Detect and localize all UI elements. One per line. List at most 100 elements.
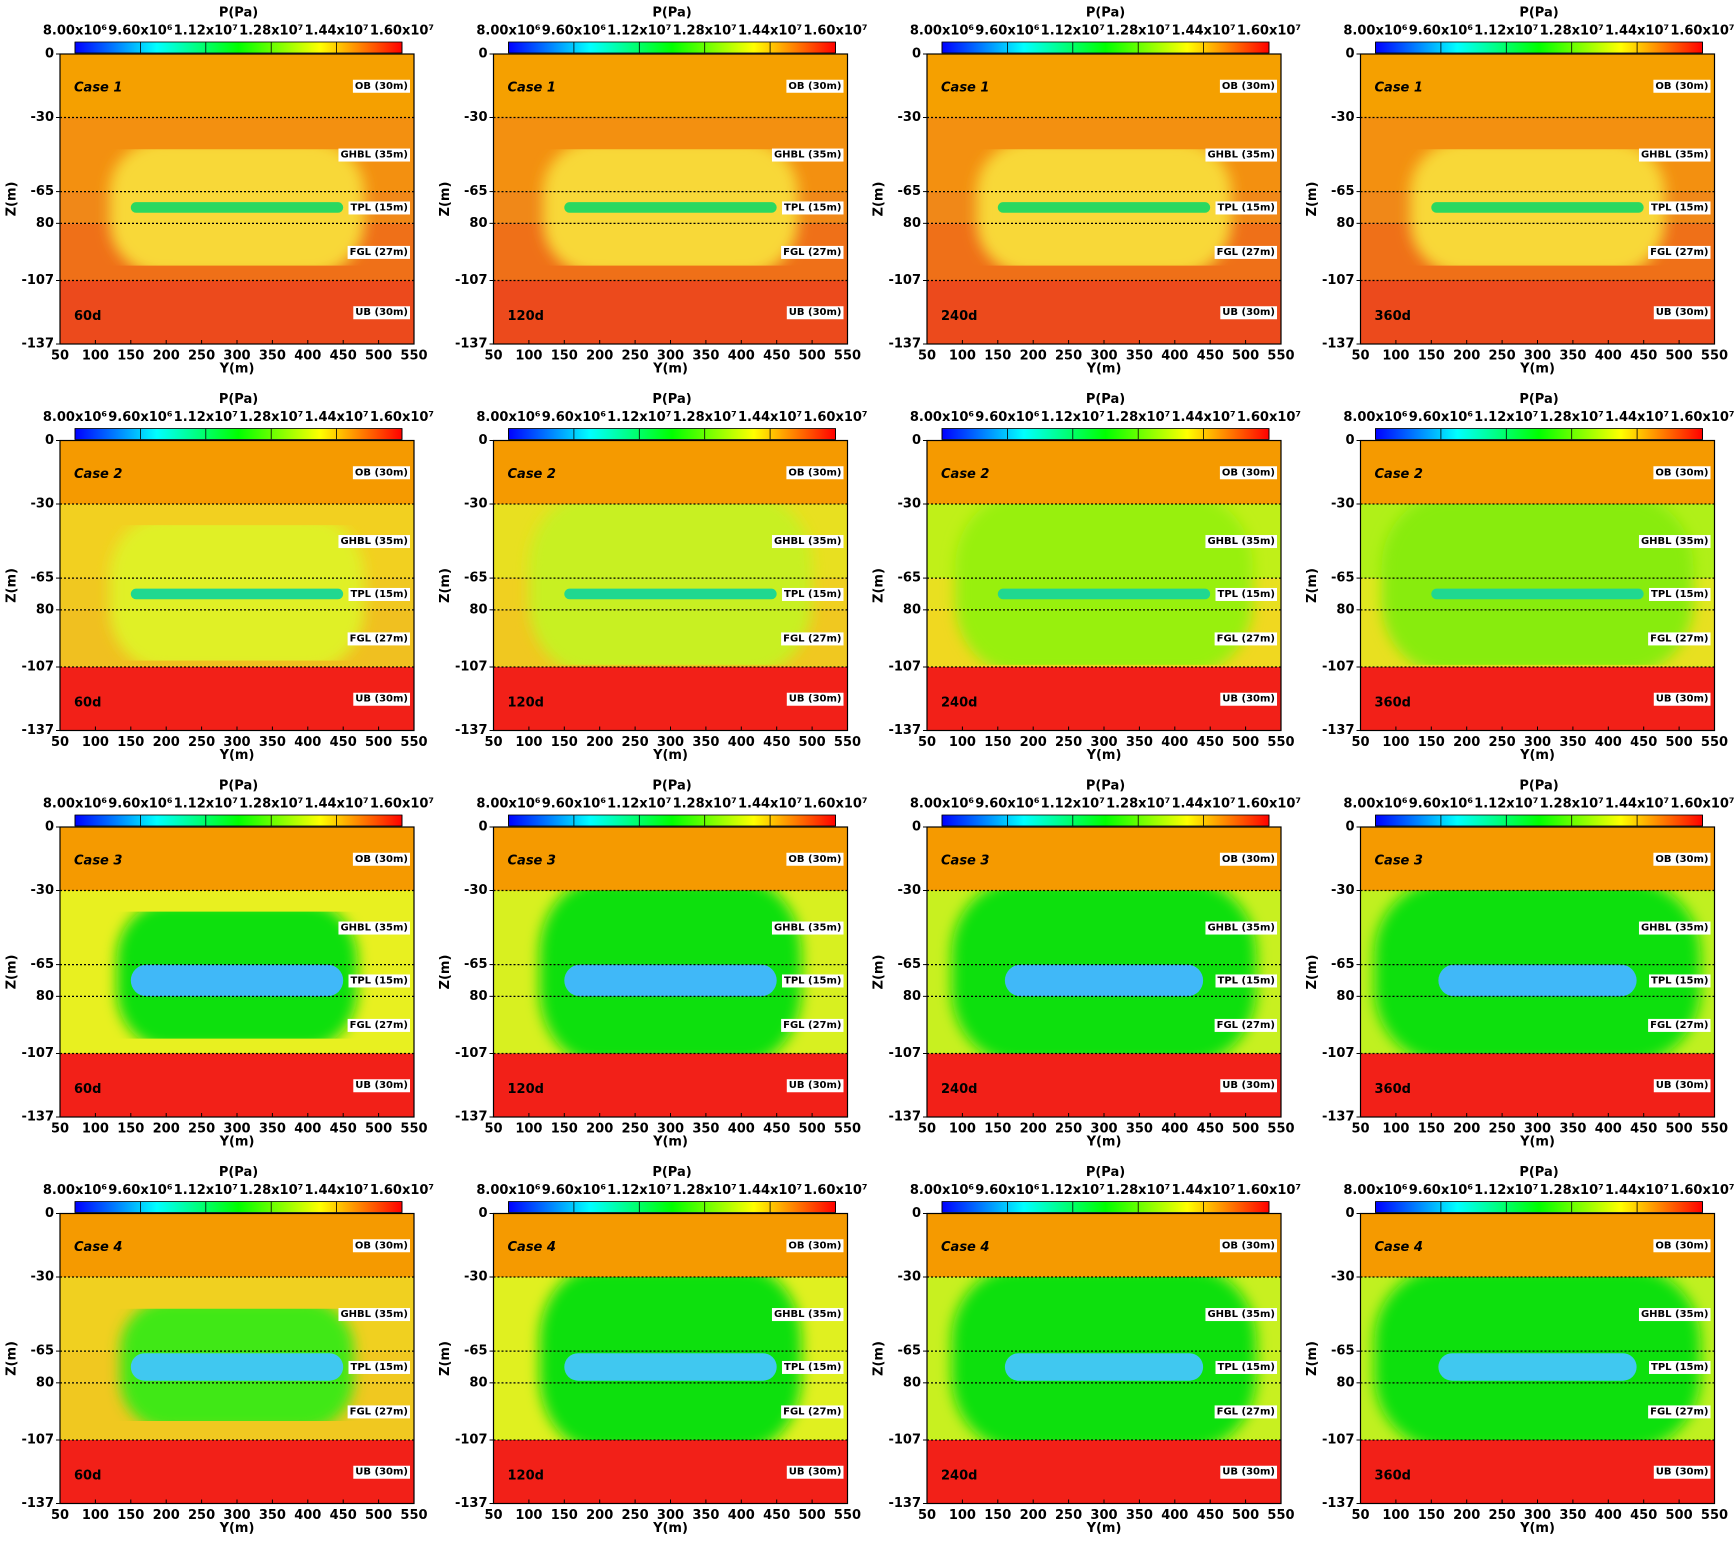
- layer-label: FGL (27m): [783, 1406, 841, 1417]
- y-tick-label: -65: [1331, 184, 1355, 199]
- layer-label: FGL (27m): [1217, 1020, 1275, 1031]
- x-tick-label: 450: [1630, 735, 1657, 750]
- layer-label-box: [1653, 1465, 1711, 1479]
- time-label: 240d: [941, 695, 977, 710]
- y-tick-label: 0: [912, 820, 921, 835]
- colorbar: [1375, 1201, 1703, 1213]
- panel: OB (30m) GHBL (35m) TPL (15m) FGL (27m) UB (…: [872, 1165, 1302, 1536]
- y-tick-label: -65: [464, 184, 488, 199]
- colorbar: [508, 41, 836, 54]
- x-tick-label: 150: [551, 1122, 578, 1137]
- x-tick-label: 450: [1197, 349, 1224, 364]
- layer-label-box: [348, 974, 410, 988]
- x-axis-label: Y(m): [1086, 362, 1122, 377]
- layer-label: TPL (15m): [784, 975, 841, 986]
- x-tick-label: 300: [1090, 735, 1117, 750]
- colorbar-tick-label: 1.12x10⁷: [174, 410, 238, 425]
- colorbar-tick-label: 8.00x10⁶: [1343, 1183, 1408, 1198]
- layer-label: FGL (27m): [1217, 1406, 1275, 1417]
- y-axis-label: Z(m): [872, 955, 887, 990]
- layer-label: FGL (27m): [350, 1406, 408, 1417]
- x-tick-label: 450: [763, 1508, 790, 1523]
- y-tick-label: 80: [469, 989, 487, 1004]
- layer-label-box: [353, 306, 410, 320]
- y-tick-label: -137: [1322, 337, 1355, 352]
- layer-label-box: [786, 306, 844, 320]
- colorbar-title: P(Pa): [219, 779, 258, 794]
- x-tick-label: 250: [1489, 1122, 1516, 1137]
- colorbar-title: P(Pa): [1086, 779, 1125, 794]
- y-tick-label: -107: [455, 659, 488, 674]
- y-tick-label: -65: [464, 957, 488, 972]
- layer-label: FGL (27m): [350, 633, 408, 644]
- x-tick-label: 350: [692, 1508, 719, 1523]
- x-tick-label: 150: [551, 1508, 578, 1523]
- layer-label-box: [1214, 1018, 1277, 1032]
- colorbar-tick-label: 9.60x10⁶: [1409, 797, 1474, 812]
- y-axis-label: Z(m): [1305, 1341, 1320, 1376]
- x-tick-label: 350: [259, 735, 286, 750]
- colorbar-tick-label: 1.28x10⁷: [1106, 797, 1170, 812]
- panel: OB (30m) GHBL (35m) TPL (15m) FGL (27m) UB (…: [5, 1165, 435, 1536]
- x-tick-label: 400: [1595, 735, 1622, 750]
- layer-label-box: [348, 587, 410, 601]
- colorbar-tick-label: 9.60x10⁶: [1409, 410, 1474, 425]
- x-tick-label: 200: [1453, 349, 1480, 364]
- y-tick-label: 80: [36, 216, 54, 231]
- layer-label: GHBL (35m): [1207, 150, 1275, 161]
- x-tick-label: 550: [1267, 1122, 1294, 1137]
- x-tick-label: 200: [1020, 1508, 1047, 1523]
- layer-label-box: [786, 1079, 844, 1093]
- colorbar-tick-label: 8.00x10⁶: [910, 410, 975, 425]
- x-tick-label: 150: [1418, 1508, 1445, 1523]
- colorbar-tick-label: 1.44x10⁷: [738, 797, 802, 812]
- layer-label: FGL (27m): [1650, 1020, 1708, 1031]
- y-tick-label: -30: [898, 1270, 922, 1285]
- colorbar-tick-label: 1.60x10⁷: [1670, 24, 1734, 39]
- layer-label: UB (30m): [1656, 1467, 1709, 1478]
- y-tick-label: 80: [1336, 989, 1354, 1004]
- y-tick-label: 80: [469, 216, 487, 231]
- colorbar-tick-label: 9.60x10⁶: [108, 410, 173, 425]
- colorbar-tick-label: 1.60x10⁷: [803, 797, 867, 812]
- layer-label: GHBL (35m): [1207, 923, 1275, 934]
- x-tick-label: 450: [763, 1122, 790, 1137]
- y-tick-label: -30: [31, 497, 55, 512]
- y-tick-label: 80: [36, 602, 54, 617]
- colorbar-tick-label: 8.00x10⁶: [476, 410, 541, 425]
- colorbar-tick-label: 1.28x10⁷: [673, 24, 737, 39]
- x-tick-label: 550: [1267, 1508, 1294, 1523]
- x-axis-label: Y(m): [1086, 1521, 1122, 1536]
- well: [1004, 964, 1204, 997]
- layer-label: FGL (27m): [1217, 247, 1275, 258]
- x-tick-label: 150: [1418, 349, 1445, 364]
- layer-label: GHBL (35m): [774, 536, 842, 547]
- colorbar-tick-label: 9.60x10⁶: [542, 1183, 607, 1198]
- x-tick-label: 100: [515, 1508, 542, 1523]
- layer-label-box: [1205, 921, 1277, 935]
- x-tick-label: 450: [1197, 735, 1224, 750]
- layer-label-box: [338, 1308, 410, 1322]
- case-label: Case 1: [941, 80, 989, 95]
- x-tick-label: 200: [1453, 1122, 1480, 1137]
- y-tick-label: -137: [455, 1496, 488, 1511]
- x-tick-label: 50: [918, 1122, 936, 1137]
- colorbar-tick-label: 8.00x10⁶: [1343, 24, 1408, 39]
- x-tick-label: 50: [484, 735, 502, 750]
- x-tick-label: 250: [188, 1508, 215, 1523]
- y-axis-label: Z(m): [872, 182, 887, 217]
- x-tick-label: 400: [728, 349, 755, 364]
- time-label: 360d: [1375, 1468, 1411, 1483]
- well: [564, 964, 777, 997]
- x-axis-label: Y(m): [1086, 1135, 1122, 1150]
- x-tick-label: 500: [1232, 735, 1259, 750]
- y-tick-label: 80: [1336, 602, 1354, 617]
- y-axis-label: Z(m): [1305, 568, 1320, 603]
- case-label: Case 1: [1375, 80, 1423, 95]
- y-tick-label: -30: [898, 110, 922, 125]
- time-label: 240d: [941, 1082, 977, 1097]
- y-tick-label: -30: [464, 497, 488, 512]
- colorbar-tick-label: 1.60x10⁷: [1237, 797, 1301, 812]
- y-axis-label: Z(m): [872, 568, 887, 603]
- layer-label-box: [1638, 535, 1711, 549]
